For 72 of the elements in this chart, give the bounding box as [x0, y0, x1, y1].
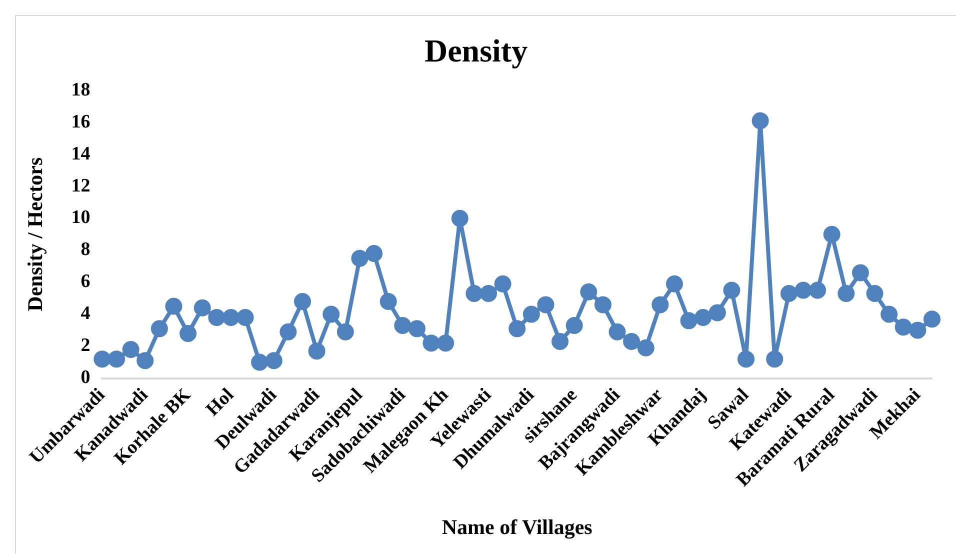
point [738, 350, 755, 368]
point [165, 298, 182, 315]
point [422, 334, 440, 352]
point [208, 308, 226, 326]
point [809, 282, 826, 299]
point [894, 318, 912, 336]
point [251, 354, 268, 371]
point [437, 334, 454, 352]
point [866, 285, 884, 302]
point [766, 350, 784, 368]
point [222, 308, 240, 326]
point [794, 282, 812, 299]
point [136, 352, 154, 370]
point [694, 308, 712, 326]
point [537, 296, 554, 314]
point [838, 285, 855, 302]
point [308, 342, 326, 360]
point [366, 245, 383, 262]
point [552, 332, 569, 350]
point [408, 320, 426, 338]
point [322, 306, 340, 323]
y-tick-label: 18 [71, 79, 90, 100]
point [852, 264, 869, 282]
point [880, 306, 898, 323]
point [294, 292, 311, 310]
point [823, 226, 840, 243]
chart-title: Density [424, 32, 528, 68]
point [265, 352, 282, 370]
point [752, 112, 769, 130]
y-tick-label: 16 [71, 111, 90, 132]
point [380, 292, 397, 310]
point [680, 312, 698, 330]
point [150, 320, 168, 338]
y-axis-title: Density / Hectors [23, 157, 48, 312]
point [394, 316, 412, 334]
y-tick-label: 2 [80, 335, 90, 356]
point [522, 306, 540, 323]
point [566, 316, 583, 334]
point [708, 304, 726, 322]
point [723, 282, 740, 299]
point [608, 323, 626, 340]
point [652, 296, 669, 314]
point [924, 310, 940, 328]
y-tick-label: 10 [71, 207, 90, 228]
point [480, 285, 497, 302]
point [108, 350, 126, 368]
point [351, 250, 368, 267]
point [508, 320, 526, 338]
point [336, 323, 354, 340]
point [236, 308, 254, 326]
point [594, 296, 612, 314]
point [623, 332, 640, 350]
point [194, 299, 211, 316]
y-tick-label: 6 [80, 271, 90, 292]
point [451, 210, 468, 227]
point [780, 285, 798, 302]
point [94, 350, 111, 368]
y-tick-label: 14 [71, 143, 91, 164]
y-tick-label: 0 [80, 367, 90, 388]
point [180, 324, 197, 342]
point [666, 275, 683, 292]
point [580, 283, 598, 300]
point [637, 339, 654, 356]
point [280, 323, 297, 340]
point [122, 340, 140, 358]
y-tick-label: 8 [80, 239, 90, 260]
point [494, 275, 512, 292]
point [909, 322, 926, 339]
y-tick-label: 12 [71, 175, 90, 196]
y-tick-label: 4 [80, 303, 91, 324]
x-axis-title: Name of Villages [442, 514, 592, 539]
point [466, 285, 483, 302]
